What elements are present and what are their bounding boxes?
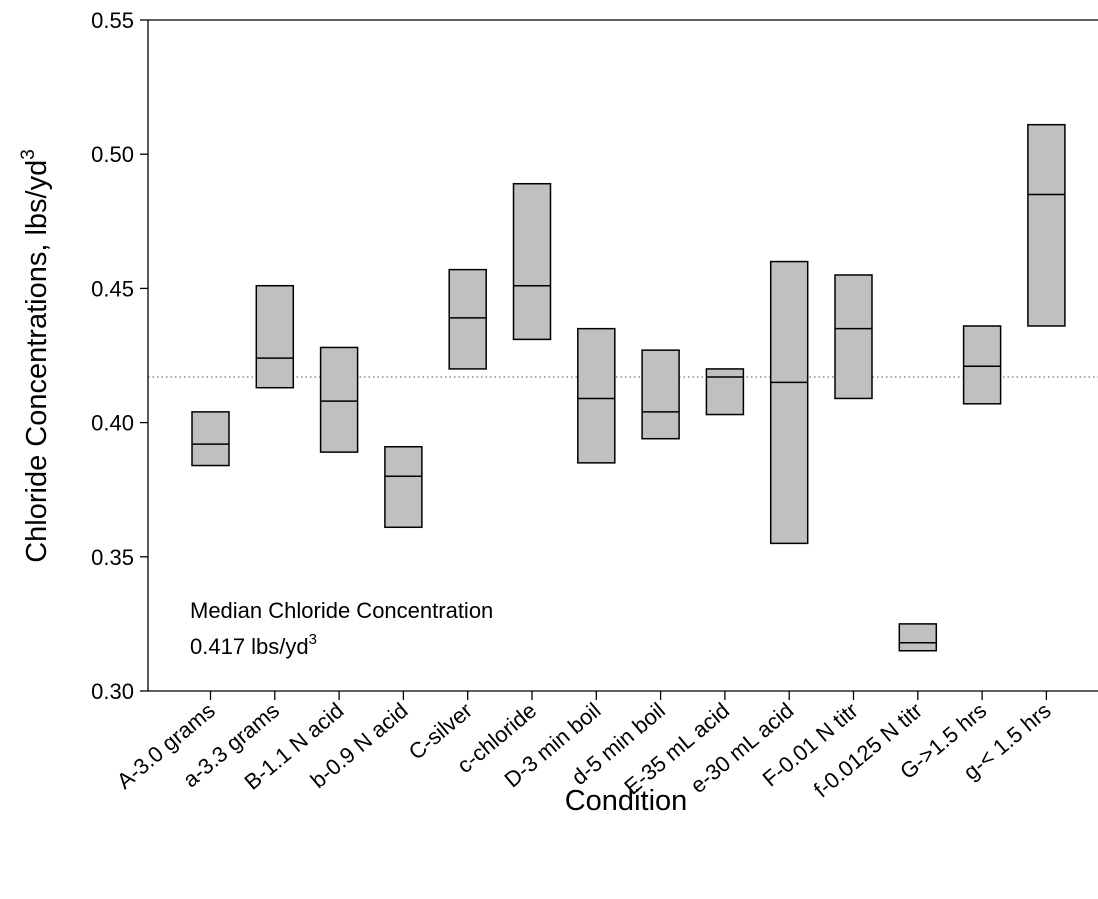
y-ticks-layer: 0.30 0.35 0.40 0.45 0.50 0.55 <box>91 8 148 704</box>
box-rect <box>255 284 295 389</box>
box-rect <box>384 446 423 529</box>
box-group <box>448 268 487 370</box>
box-rect <box>319 346 359 453</box>
box-group <box>898 623 938 652</box>
box-group <box>384 446 423 529</box>
boxes-layer <box>191 123 1066 652</box>
y-tick-label: 0.40 <box>91 411 134 436</box>
axes-layer <box>147 19 1098 692</box>
box-rect <box>448 268 487 370</box>
y-tick-label: 0.55 <box>91 8 134 33</box>
box-rect <box>705 368 745 416</box>
box-group <box>512 182 552 341</box>
box-group <box>705 368 745 416</box>
box-rect <box>1027 123 1066 327</box>
x-axis-title: Condition <box>565 785 688 817</box>
box-group <box>962 325 1002 405</box>
box-rect <box>834 274 873 400</box>
y-tick-label: 0.45 <box>91 276 134 301</box>
y-axis-title: Chloride Concentrations, lbs/yd3 <box>18 149 53 563</box>
median-annotation-value: 0.417 lbs/yd <box>190 634 309 659</box>
y-tick-label: 0.35 <box>91 545 134 570</box>
box-group <box>834 274 873 400</box>
median-annotation-line1: Median Chloride Concentration <box>190 598 493 623</box>
box-rect <box>898 623 938 652</box>
box-group <box>577 327 616 464</box>
box-group <box>1027 123 1066 327</box>
box-group <box>769 260 809 545</box>
box-rect <box>962 325 1002 405</box>
box-group <box>255 284 295 389</box>
box-group <box>319 346 359 453</box>
box-rect <box>191 411 230 467</box>
box-group <box>641 349 680 440</box>
median-annotation-line2: 0.417 lbs/yd3 <box>190 631 317 659</box>
y-axis-title-text: Chloride Concentrations, lbs/yd <box>21 160 53 563</box>
median-annotation-superscript: 3 <box>309 631 317 648</box>
box-group <box>191 411 230 467</box>
box-rect <box>769 260 809 545</box>
y-tick-label: 0.50 <box>91 142 134 167</box>
y-tick-label: 0.30 <box>91 679 134 704</box>
box-rect <box>641 349 680 440</box>
box-rect <box>512 182 552 341</box>
box-rect <box>577 327 616 464</box>
y-axis-title-superscript: 3 <box>18 149 39 160</box>
